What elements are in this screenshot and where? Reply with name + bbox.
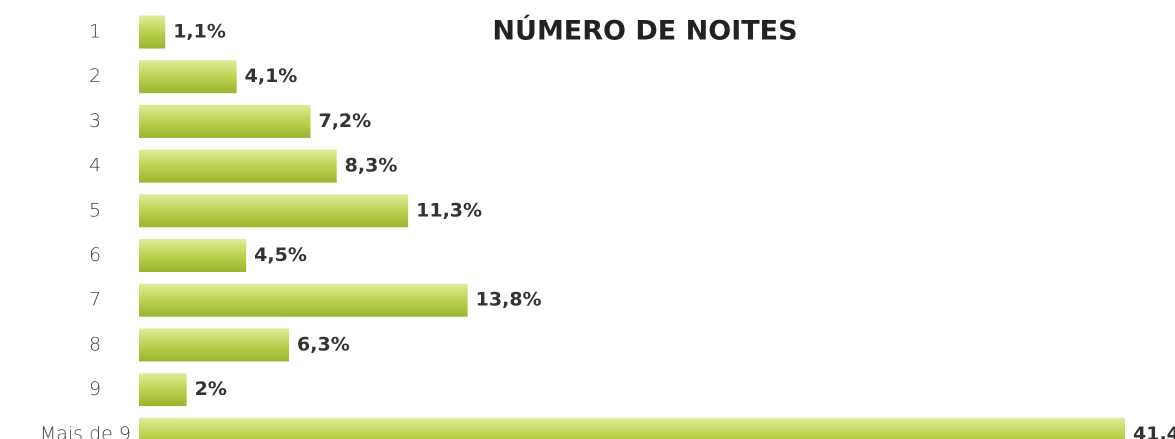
value-label: 13,8% [476, 289, 542, 311]
category-label: 1 [89, 21, 101, 43]
value-label: 11,3% [416, 199, 482, 221]
category-label: 8 [89, 333, 101, 355]
value-label: 6,3% [297, 333, 350, 355]
value-label: 8,3% [345, 155, 398, 177]
category-label: 7 [89, 289, 101, 311]
bar [139, 194, 409, 228]
bar [139, 328, 290, 362]
value-label: 2% [195, 378, 227, 400]
bar [139, 239, 247, 272]
category-label: Mais de 9 [40, 423, 131, 439]
bar [139, 60, 237, 94]
bar [139, 417, 1125, 439]
value-label: 41,4% [1133, 423, 1175, 439]
chart-title: NÚMERO DE NOITES [492, 15, 797, 47]
category-label: 6 [89, 244, 101, 266]
value-label: 4,5% [254, 244, 307, 266]
value-label: 7,2% [318, 110, 371, 132]
bar [139, 104, 311, 138]
value-label: 4,1% [245, 65, 298, 87]
category-label: 9 [89, 378, 101, 400]
bar [139, 283, 468, 317]
bar [139, 15, 166, 49]
category-label: 4 [89, 155, 101, 177]
category-label: 5 [89, 199, 101, 221]
bar [139, 149, 337, 183]
category-label: 2 [89, 65, 101, 87]
bar [139, 373, 187, 407]
value-label: 1,1% [173, 21, 226, 43]
category-label: 3 [89, 110, 101, 132]
